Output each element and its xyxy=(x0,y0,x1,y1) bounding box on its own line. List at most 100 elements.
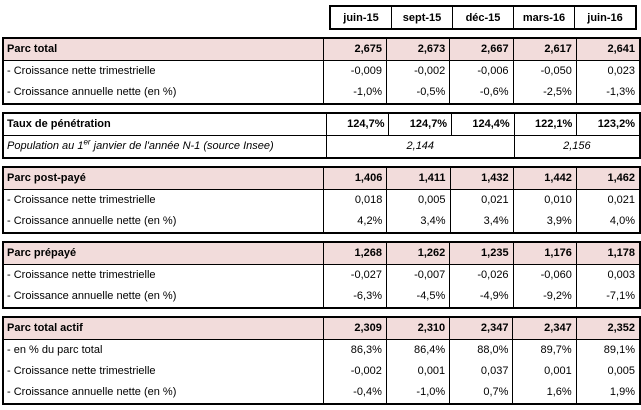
block-parc-total: Parc total 2,675 2,673 2,667 2,617 2,641- Cro… xyxy=(2,37,641,105)
value-cell: 1,235 xyxy=(449,242,514,265)
value-cell: 2,309 xyxy=(322,317,387,340)
value-cell: 2,347 xyxy=(449,317,514,340)
row-label-cell: Taux de pénétration xyxy=(3,113,327,136)
row-label-cell: Parc post-payé xyxy=(3,167,325,190)
value-cell: -0,007 xyxy=(385,264,451,286)
date-header-row: juin-15 sept-15 déc-15 mars-16 juin-16 xyxy=(329,5,637,30)
value-cell: -0,5% xyxy=(385,82,451,104)
table-row: Population au 1er janvier de l'année N-1… xyxy=(3,135,641,158)
table-row: - Croissance annuelle nette (en %) 4,2% 3,… xyxy=(3,211,641,233)
row-label-cell: - Croissance nette trimestrielle xyxy=(3,361,324,382)
value-cell: -6,3% xyxy=(322,286,388,308)
value-cell: -1,0% xyxy=(385,382,451,404)
value-cell: 1,9% xyxy=(575,382,641,404)
column-header-cell: déc-15 xyxy=(452,5,514,30)
column-header-cell: juin-16 xyxy=(574,5,637,30)
value-cell: 124,7% xyxy=(325,113,390,136)
value-cell: 0,005 xyxy=(386,189,451,211)
row-label-cell: - Croissance nette trimestrielle xyxy=(3,60,324,82)
value-cell: 1,406 xyxy=(323,167,388,190)
value-cell: 124,7% xyxy=(388,113,453,136)
block-parc-post-paye: Parc post-payé 1,406 1,411 1,432 1,442 1,462-… xyxy=(2,166,641,234)
row-label-cell: - Croissance annuelle nette (en %) xyxy=(3,211,325,233)
value-cell: 0,010 xyxy=(512,189,577,211)
value-cell: 2,673 xyxy=(385,38,451,61)
value-cell: -0,002 xyxy=(322,361,387,382)
table-row: - Croissance annuelle nette (en %) -6,3% -… xyxy=(3,286,641,308)
row-label-cell: - Croissance annuelle nette (en %) xyxy=(3,382,324,404)
value-cell: -0,026 xyxy=(449,264,514,286)
value-cell: 0,003 xyxy=(575,264,641,286)
row-label-cell: Population au 1er janvier de l'année N-1… xyxy=(3,135,327,158)
table-row: juin-15 sept-15 déc-15 mars-16 juin-16 xyxy=(329,5,637,30)
value-cell: 1,6% xyxy=(512,382,577,404)
row-label-cell: Parc total actif xyxy=(3,317,324,340)
row-label-cell: Parc total xyxy=(3,38,324,61)
table-row: Parc total 2,675 2,673 2,667 2,617 2,641 xyxy=(3,38,641,61)
value-cell: 0,005 xyxy=(575,361,641,382)
value-cell: -9,2% xyxy=(512,286,577,308)
value-cell: 89,1% xyxy=(575,339,641,361)
table-row: - Croissance nette trimestrielle 0,018 0,0… xyxy=(3,189,641,211)
value-cell: 2,310 xyxy=(385,317,451,340)
value-cell: -7,1% xyxy=(575,286,641,308)
table-row: - Croissance nette trimestrielle -0,009 -0… xyxy=(3,60,641,82)
value-cell: 0,023 xyxy=(575,60,641,82)
value-cell: -0,009 xyxy=(322,60,388,82)
value-cell: 123,2% xyxy=(576,113,641,136)
population-label-suffix: janvier de l'année N-1 (source Insee) xyxy=(90,140,274,152)
value-cell: 0,037 xyxy=(449,361,514,382)
value-cell: 1,262 xyxy=(385,242,451,265)
value-cell: 86,4% xyxy=(385,339,451,361)
table-row: - Croissance nette trimestrielle -0,002 0,… xyxy=(3,361,641,382)
table-row: Parc total actif 2,309 2,310 2,347 2,347 2,35… xyxy=(3,317,641,340)
row-label-cell: - Croissance annuelle nette (en %) xyxy=(3,82,324,104)
value-cell: 4,2% xyxy=(323,211,388,233)
block-taux-de-penetration: Taux de pénétration 124,7% 124,7% 124,4% 122… xyxy=(2,112,641,159)
value-cell: 0,018 xyxy=(323,189,388,211)
column-header-cell: sept-15 xyxy=(391,5,453,30)
column-header-cell: juin-15 xyxy=(329,5,392,30)
value-cell: 88,0% xyxy=(449,339,514,361)
table-row: - Croissance annuelle nette (en %) -1,0% -… xyxy=(3,82,641,104)
table-row: Parc post-payé 1,406 1,411 1,432 1,442 1,462 xyxy=(3,167,641,190)
value-cell: 4,0% xyxy=(575,211,641,233)
row-label-cell: - en % du parc total xyxy=(3,339,324,361)
row-label-cell: - Croissance nette trimestrielle xyxy=(3,264,324,286)
value-cell: -0,4% xyxy=(322,382,387,404)
value-cell: -1,3% xyxy=(575,82,641,104)
value-cell: 1,178 xyxy=(575,242,641,265)
value-cell: 2,641 xyxy=(575,38,641,61)
value-cell: 3,4% xyxy=(386,211,451,233)
merged-value-cell: 2,156 xyxy=(513,135,641,158)
table-row: Parc prépayé 1,268 1,262 1,235 1,176 1,178 xyxy=(3,242,641,265)
value-cell: -4,9% xyxy=(449,286,514,308)
value-cell: 2,675 xyxy=(322,38,388,61)
value-cell: 0,021 xyxy=(575,189,641,211)
value-cell: 1,442 xyxy=(512,167,577,190)
population-label-prefix: Population au 1 xyxy=(7,140,84,152)
value-cell: 1,462 xyxy=(575,167,641,190)
value-cell: -0,6% xyxy=(449,82,514,104)
table-row: - Croissance nette trimestrielle -0,027 -0… xyxy=(3,264,641,286)
value-cell: 2,352 xyxy=(575,317,641,340)
value-cell: 1,432 xyxy=(449,167,514,190)
value-cell: 1,411 xyxy=(386,167,451,190)
value-cell: -2,5% xyxy=(512,82,577,104)
block-parc-prepaye: Parc prépayé 1,268 1,262 1,235 1,176 1,178- C… xyxy=(2,241,641,309)
table-blocks-container: Parc total 2,675 2,673 2,667 2,617 2,641- Cro… xyxy=(0,37,641,405)
table-row: Taux de pénétration 124,7% 124,7% 124,4% 122… xyxy=(3,113,641,136)
value-cell: -1,0% xyxy=(322,82,388,104)
row-label-cell: Parc prépayé xyxy=(3,242,324,265)
value-cell: 3,4% xyxy=(449,211,514,233)
block-parc-total-actif: Parc total actif 2,309 2,310 2,347 2,347 2,35… xyxy=(2,316,641,405)
value-cell: 1,176 xyxy=(512,242,577,265)
value-cell: 2,667 xyxy=(449,38,514,61)
value-cell: -0,006 xyxy=(449,60,514,82)
value-cell: -0,060 xyxy=(512,264,577,286)
row-label-cell: - Croissance nette trimestrielle xyxy=(3,189,325,211)
value-cell: 122,1% xyxy=(513,113,578,136)
value-cell: -4,5% xyxy=(385,286,451,308)
merged-value-cell: 2,144 xyxy=(325,135,515,158)
